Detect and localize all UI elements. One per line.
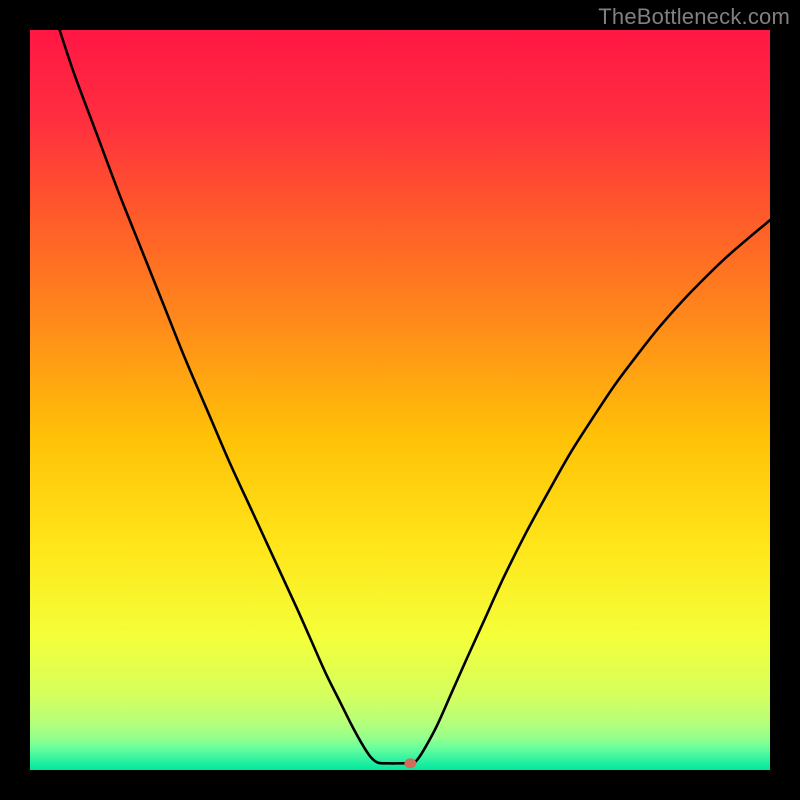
bottleneck-marker (404, 758, 416, 768)
chart-container: TheBottleneck.com (0, 0, 800, 800)
watermark-text: TheBottleneck.com (598, 4, 790, 30)
bottleneck-chart (0, 0, 800, 800)
plot-background (30, 30, 770, 770)
